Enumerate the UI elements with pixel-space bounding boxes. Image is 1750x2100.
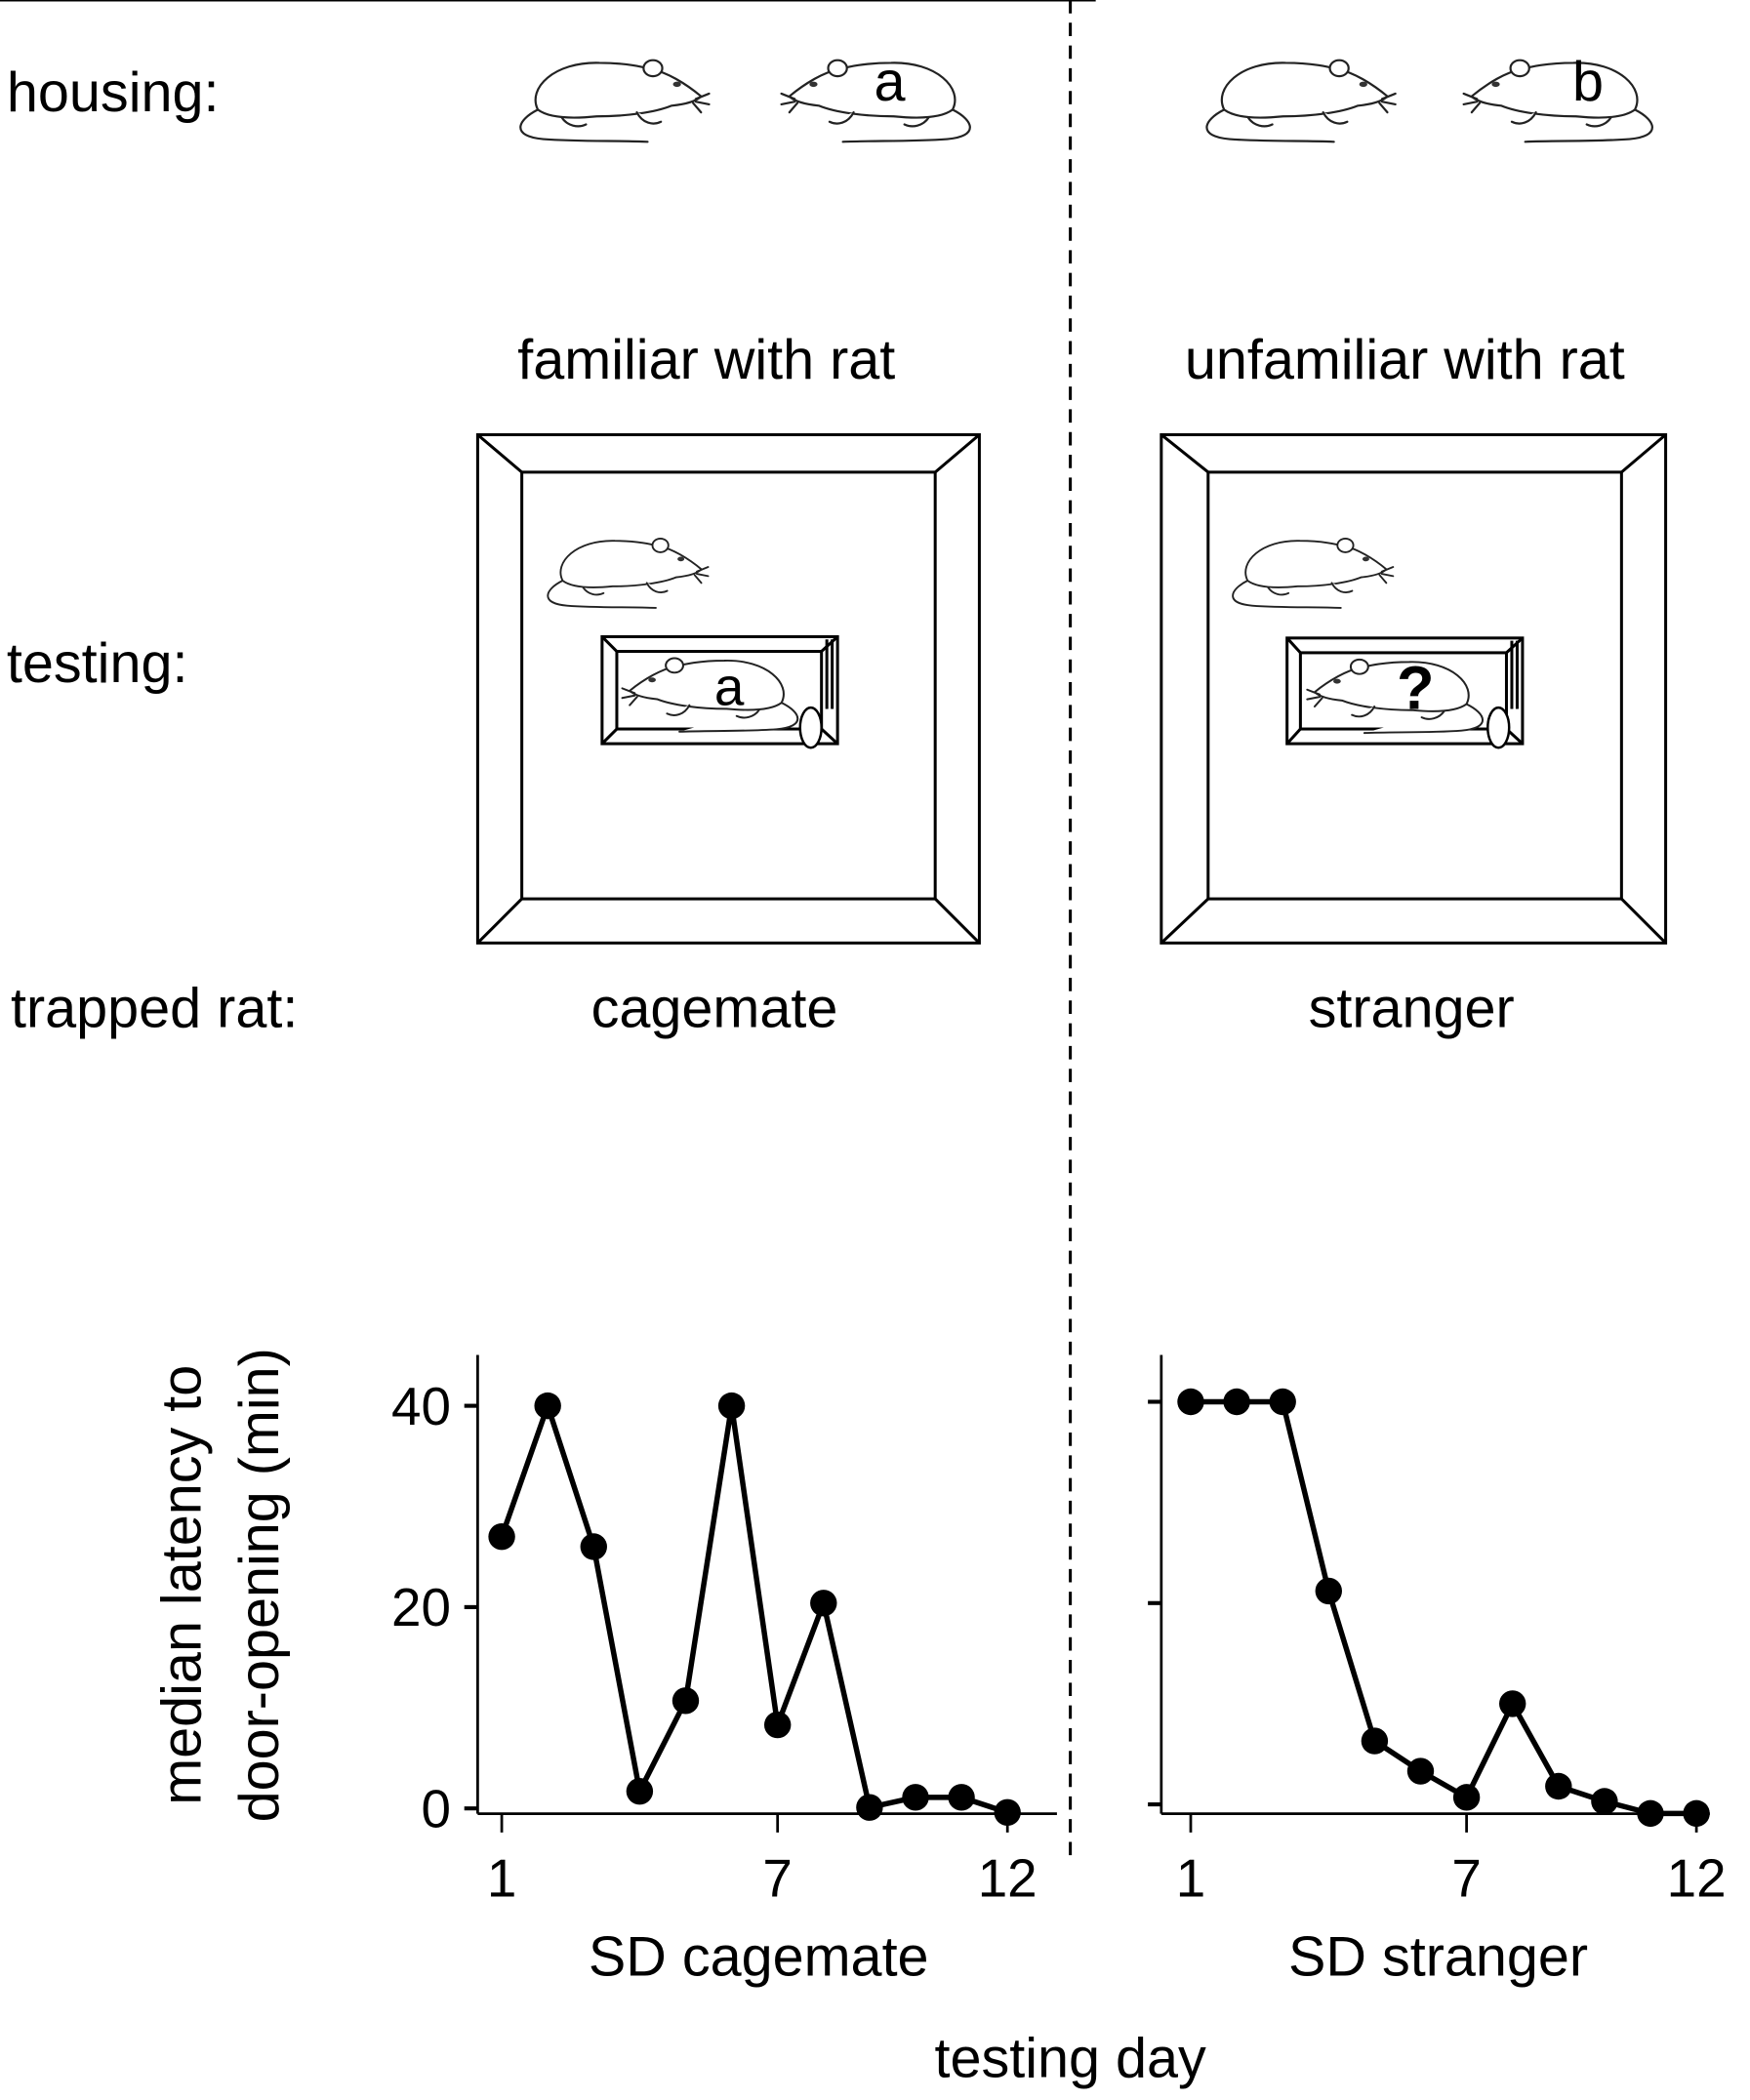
data-point: [1177, 1388, 1204, 1416]
trapped-mark-a: a: [714, 656, 745, 716]
x-tick-label: 12: [1667, 1848, 1727, 1909]
data-point: [1545, 1772, 1572, 1800]
data-point: [1591, 1788, 1618, 1815]
y-axis-label: median latency to door-opening (min): [151, 1348, 292, 1822]
rat-icon-trapped-stranger: [1306, 658, 1485, 735]
row-label-housing: housing:: [7, 61, 220, 124]
data-point: [1223, 1388, 1250, 1416]
data-point: [1361, 1727, 1389, 1755]
data-point: [672, 1687, 700, 1715]
rat-letter-a: a: [875, 51, 906, 113]
chart-sd-cagemate: 0 20 40 1 7 12: [391, 1354, 1057, 1909]
y-axis-label-line-1: median latency to: [151, 1365, 214, 1805]
y-tick-label: 20: [391, 1577, 451, 1637]
data-point: [856, 1794, 883, 1821]
data-point: [994, 1798, 1021, 1827]
door-latch-left: [798, 706, 823, 749]
data-point: [626, 1777, 654, 1805]
trapped-mark-question: ?: [1397, 654, 1435, 722]
rat-icon-trapped-cagemate: [621, 657, 799, 733]
data-point: [1452, 1784, 1481, 1811]
rat-icon-free-left: [547, 537, 710, 609]
rat-icon-subject-left: [519, 59, 711, 143]
trapped-label-cagemate: cagemate: [591, 978, 838, 1040]
row-label-testing: testing:: [7, 632, 188, 695]
x-tick-label: 1: [1176, 1848, 1205, 1909]
data-point: [763, 1711, 792, 1739]
y-tick-label: 0: [422, 1778, 451, 1838]
x-tick-label: 12: [978, 1848, 1038, 1909]
series-line: [1190, 1398, 1697, 1817]
data-point: [948, 1784, 975, 1811]
y-axis-label-line-2: door-opening (min): [228, 1348, 291, 1822]
data-point: [580, 1533, 607, 1560]
chart-sd-stranger: 1 7 12: [1148, 1354, 1727, 1909]
x-tick-label: 7: [762, 1848, 792, 1909]
data-point: [810, 1590, 837, 1617]
data-point: [717, 1392, 746, 1420]
chart-title-sd-cagemate: SD cagemate: [589, 1926, 929, 1989]
test-arena-right: ?: [1160, 432, 1668, 945]
rat-icon-subject-right: [1205, 59, 1397, 143]
x-tick-label: 1: [487, 1848, 516, 1909]
condition-unfamiliar: unfamiliar with rat: [1185, 329, 1625, 391]
trapped-label-stranger: stranger: [1309, 978, 1515, 1040]
rat-icon-free-right: [1232, 537, 1395, 609]
data-point: [1269, 1388, 1296, 1416]
x-tick-label: 7: [1451, 1848, 1481, 1909]
chart-title-sd-stranger: SD stranger: [1288, 1926, 1588, 1989]
series-line: [499, 1402, 1009, 1815]
condition-familiar: familiar with rat: [517, 329, 895, 391]
data-point: [1498, 1690, 1526, 1717]
data-point: [1315, 1577, 1342, 1605]
data-point: [534, 1392, 561, 1420]
rat-icon-housing-mate-b: [1462, 59, 1653, 143]
data-point: [1637, 1799, 1664, 1828]
data-point: [1683, 1799, 1710, 1828]
y-tick-label: 40: [391, 1376, 451, 1436]
test-arena-left: a: [0, 0, 1096, 945]
data-point: [1406, 1757, 1435, 1785]
rat-letter-b: b: [1572, 51, 1604, 113]
row-label-trapped-rat: trapped rat:: [11, 978, 298, 1040]
door-latch-right: [1486, 706, 1511, 749]
data-point: [902, 1784, 929, 1811]
shared-x-axis-label: testing day: [934, 2028, 1206, 2090]
data-point: [488, 1522, 515, 1551]
